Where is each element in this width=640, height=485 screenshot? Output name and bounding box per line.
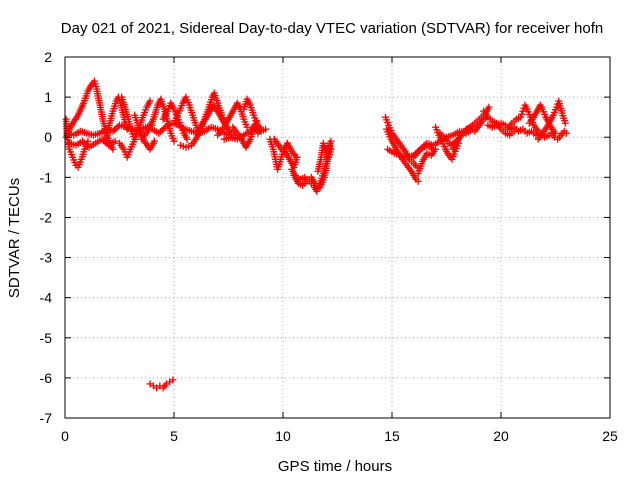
data-point	[170, 137, 178, 145]
y-tick-labels: -7 -6 -5 -4 -3 -2 -1 0 1 2	[40, 49, 53, 426]
y-tick-label: -2	[40, 209, 53, 225]
data-point	[146, 97, 154, 105]
data-point	[101, 138, 109, 146]
data-point	[243, 123, 251, 131]
data-point	[156, 128, 164, 136]
y-axis-label: SDTVAR / TECUs	[6, 178, 23, 298]
data-point	[416, 145, 424, 153]
x-tick-labels: 0 5 10 15 20 25	[61, 428, 618, 444]
data-point	[518, 110, 526, 118]
data-point	[418, 144, 426, 152]
chart-title: Day 021 of 2021, Sidereal Day-to-day VTE…	[61, 20, 603, 37]
data-point	[82, 140, 90, 148]
data-point	[414, 177, 422, 185]
data-point	[109, 127, 117, 135]
x-tick-label: 0	[61, 428, 69, 444]
data-point	[80, 139, 88, 147]
data-point	[169, 376, 177, 384]
x-tick-label: 20	[493, 428, 509, 444]
data-point	[517, 113, 525, 121]
data-points	[62, 77, 570, 392]
data-point	[292, 153, 300, 161]
data-point	[553, 103, 561, 111]
x-tick-label: 10	[275, 428, 291, 444]
plot-frame	[64, 56, 611, 419]
grid	[65, 57, 610, 418]
data-point	[421, 141, 429, 149]
y-tick-label: 1	[44, 89, 52, 105]
data-point	[111, 126, 119, 134]
y-tick-label: -7	[40, 410, 53, 426]
y-tick-label: -4	[40, 290, 53, 306]
data-point	[327, 145, 335, 153]
data-point	[158, 126, 166, 134]
x-axis-label: GPS time / hours	[278, 458, 392, 475]
data-point	[160, 125, 168, 133]
data-point	[155, 129, 163, 137]
y-tick-label: 0	[44, 129, 52, 145]
data-point	[98, 135, 106, 143]
data-point	[485, 103, 493, 111]
data-point	[562, 129, 570, 137]
y-tick-label: -5	[40, 330, 53, 346]
x-tick-label: 5	[170, 428, 178, 444]
data-point	[319, 139, 327, 147]
data-point	[432, 145, 440, 153]
data-point	[262, 125, 270, 133]
data-point	[519, 107, 527, 115]
data-point	[420, 142, 428, 150]
data-point	[112, 124, 120, 132]
data-point	[114, 123, 122, 131]
x-tick-label: 15	[384, 428, 400, 444]
y-tick-label: -3	[40, 250, 53, 266]
data-point	[561, 119, 569, 127]
data-point	[326, 139, 334, 147]
data-point	[109, 145, 117, 153]
axis-ticks	[64, 56, 611, 419]
data-point	[320, 142, 328, 150]
data-point	[183, 135, 191, 143]
data-point	[100, 137, 108, 145]
y-tick-label: -6	[40, 370, 53, 386]
x-tick-label: 25	[602, 428, 618, 444]
y-tick-label: 2	[44, 49, 52, 65]
data-point	[78, 137, 86, 145]
y-tick-label: -1	[40, 169, 53, 185]
data-point	[111, 137, 119, 145]
data-point	[150, 137, 158, 145]
